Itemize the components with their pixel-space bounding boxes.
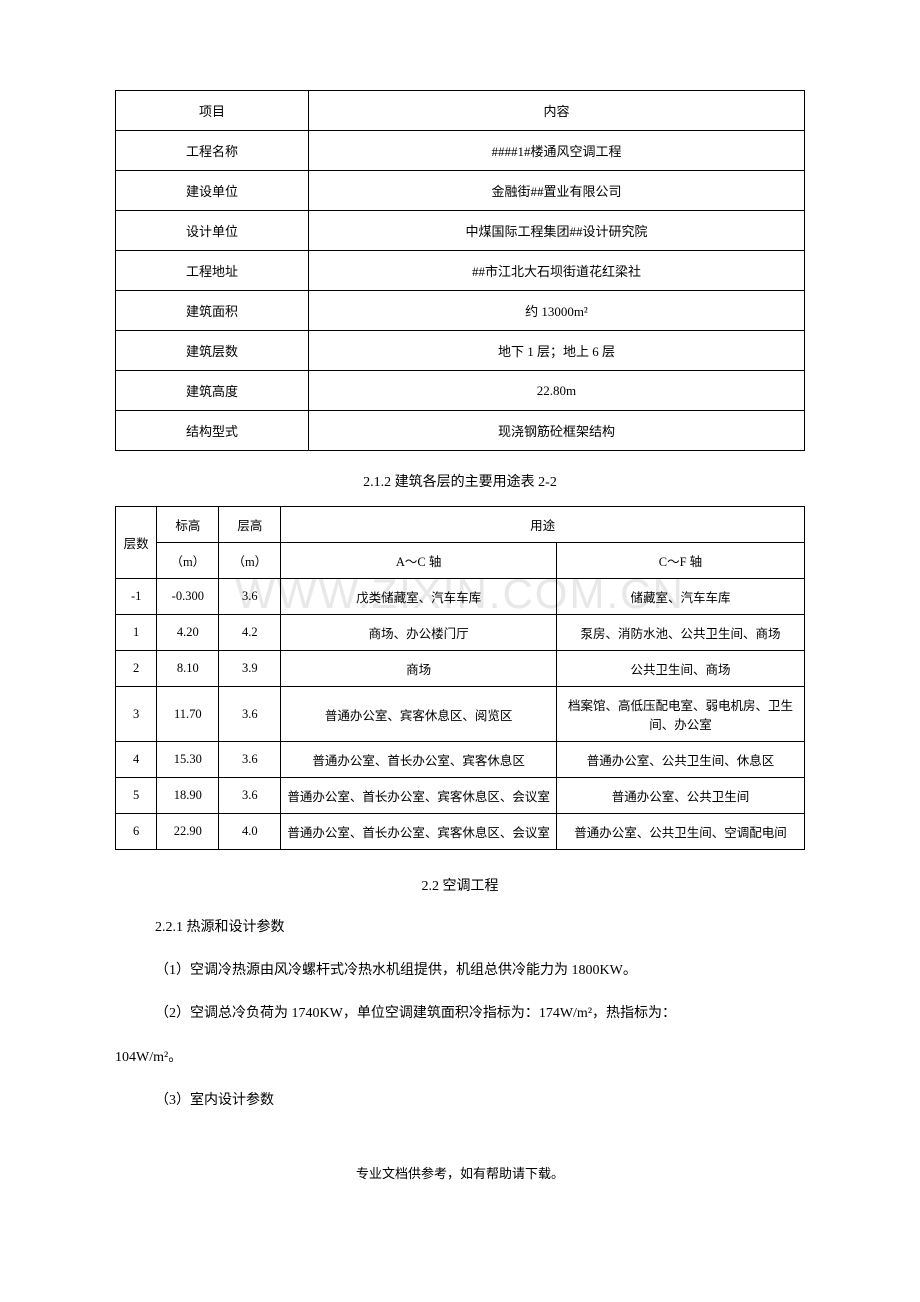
table-cell: 4.0: [219, 814, 281, 850]
table-row: 311.703.6普通办公室、宾客休息区、阅览区档案馆、高低压配电室、弱电机房、…: [116, 687, 805, 742]
paragraph-2b: 104W/m²。: [115, 1045, 805, 1070]
table-row: 415.303.6普通办公室、首长办公室、宾客休息区普通办公室、公共卫生间、休息…: [116, 742, 805, 778]
table-cell: 3.6: [219, 742, 281, 778]
table-row: 建设单位金融街##置业有限公司: [116, 171, 805, 211]
table-cell: 储藏室、汽车车库: [556, 579, 804, 615]
table-cell: 内容: [308, 91, 804, 131]
table2-caption: 2.1.2 建筑各层的主要用途表 2-2: [115, 471, 805, 491]
table-cell: 5: [116, 778, 157, 814]
table-cell: 3.6: [219, 579, 281, 615]
table-cell: 建筑层数: [116, 331, 309, 371]
table-cell: 中煤国际工程集团##设计研究院: [308, 211, 804, 251]
table-cell: 6: [116, 814, 157, 850]
header-ac-axis: A～C 轴: [281, 543, 557, 579]
table-cell: 普通办公室、首长办公室、宾客休息区、会议室: [281, 814, 557, 850]
project-info-table: 项目内容工程名称####1#楼通风空调工程建设单位金融街##置业有限公司设计单位…: [115, 90, 805, 451]
table-cell: 普通办公室、公共卫生间、空调配电间: [556, 814, 804, 850]
header-height-unit: （m）: [219, 543, 281, 579]
table-cell: 3: [116, 687, 157, 742]
table-row: 设计单位中煤国际工程集团##设计研究院: [116, 211, 805, 251]
table-header-row-2: （m） （m） A～C 轴 C～F 轴: [116, 543, 805, 579]
table-cell: 3.6: [219, 687, 281, 742]
table-cell: 普通办公室、首长办公室、宾客休息区、会议室: [281, 778, 557, 814]
header-height: 层高: [219, 507, 281, 543]
table-row: 建筑层数地下 1 层；地上 6 层: [116, 331, 805, 371]
table-cell: 22.80m: [308, 371, 804, 411]
table-cell: ####1#楼通风空调工程: [308, 131, 804, 171]
table-cell: 戊类储藏室、汽车车库: [281, 579, 557, 615]
table-cell: 4.2: [219, 615, 281, 651]
table-row: 建筑高度22.80m: [116, 371, 805, 411]
table-cell: 普通办公室、宾客休息区、阅览区: [281, 687, 557, 742]
table-cell: 商场、办公楼门厅: [281, 615, 557, 651]
header-cf-axis: C～F 轴: [556, 543, 804, 579]
table-cell: 约 13000m²: [308, 291, 804, 331]
table-cell: ##市江北大石坝街道花红梁社: [308, 251, 804, 291]
table-cell: -1: [116, 579, 157, 615]
table-cell: 公共卫生间、商场: [556, 651, 804, 687]
subsection-2-2-1: 2.2.1 热源和设计参数: [155, 915, 805, 940]
table-cell: 普通办公室、首长办公室、宾客休息区: [281, 742, 557, 778]
paragraph-3: （3）室内设计参数: [155, 1088, 805, 1113]
table-row: 工程名称####1#楼通风空调工程: [116, 131, 805, 171]
table-cell: 3.6: [219, 778, 281, 814]
table-cell: 15.30: [157, 742, 219, 778]
table-cell: 项目: [116, 91, 309, 131]
section-2-2-title: 2.2 空调工程: [115, 875, 805, 895]
table-cell: -0.300: [157, 579, 219, 615]
table-cell: 建设单位: [116, 171, 309, 211]
table-cell: 1: [116, 615, 157, 651]
table-cell: 工程名称: [116, 131, 309, 171]
table-cell: 建筑面积: [116, 291, 309, 331]
table-cell: 2: [116, 651, 157, 687]
table-row: 结构型式现浇钢筋砼框架结构: [116, 411, 805, 451]
header-elev-unit: （m）: [157, 543, 219, 579]
table-cell: 3.9: [219, 651, 281, 687]
table-cell: 普通办公室、公共卫生间、休息区: [556, 742, 804, 778]
header-floor: 层数: [116, 507, 157, 579]
table-row: 622.904.0普通办公室、首长办公室、宾客休息区、会议室普通办公室、公共卫生…: [116, 814, 805, 850]
paragraph-2: （2）空调总冷负荷为 1740KW，单位空调建筑面积冷指标为：174W/m²，热…: [155, 1001, 805, 1026]
table-cell: 普通办公室、公共卫生间: [556, 778, 804, 814]
header-use: 用途: [281, 507, 805, 543]
table-cell: 18.90: [157, 778, 219, 814]
header-elevation: 标高: [157, 507, 219, 543]
table-cell: 金融街##置业有限公司: [308, 171, 804, 211]
table-cell: 建筑高度: [116, 371, 309, 411]
table-cell: 4: [116, 742, 157, 778]
table-row: 工程地址##市江北大石坝街道花红梁社: [116, 251, 805, 291]
table-row: 28.103.9商场公共卫生间、商场: [116, 651, 805, 687]
page-footer: 专业文档供参考，如有帮助请下载。: [115, 1163, 805, 1182]
table-row: 建筑面积约 13000m²: [116, 291, 805, 331]
table-row: 项目内容: [116, 91, 805, 131]
table-cell: 4.20: [157, 615, 219, 651]
table-cell: 结构型式: [116, 411, 309, 451]
table-cell: 商场: [281, 651, 557, 687]
table-row: 518.903.6普通办公室、首长办公室、宾客休息区、会议室普通办公室、公共卫生…: [116, 778, 805, 814]
table-cell: 设计单位: [116, 211, 309, 251]
table-cell: 档案馆、高低压配电室、弱电机房、卫生间、办公室: [556, 687, 804, 742]
table-row: -1-0.3003.6戊类储藏室、汽车车库储藏室、汽车车库: [116, 579, 805, 615]
table-cell: 工程地址: [116, 251, 309, 291]
table-cell: 泵房、消防水池、公共卫生间、商场: [556, 615, 804, 651]
table-header-row-1: 层数 标高 层高 用途: [116, 507, 805, 543]
floor-usage-table: 层数 标高 层高 用途 （m） （m） A～C 轴 C～F 轴 -1-0.300…: [115, 506, 805, 850]
table-cell: 11.70: [157, 687, 219, 742]
table-row: 14.204.2商场、办公楼门厅泵房、消防水池、公共卫生间、商场: [116, 615, 805, 651]
table-cell: 地下 1 层；地上 6 层: [308, 331, 804, 371]
table-cell: 22.90: [157, 814, 219, 850]
table-cell: 8.10: [157, 651, 219, 687]
table-cell: 现浇钢筋砼框架结构: [308, 411, 804, 451]
paragraph-1: （1）空调冷热源由风冷螺杆式冷热水机组提供，机组总供冷能力为 1800KW。: [155, 958, 805, 983]
